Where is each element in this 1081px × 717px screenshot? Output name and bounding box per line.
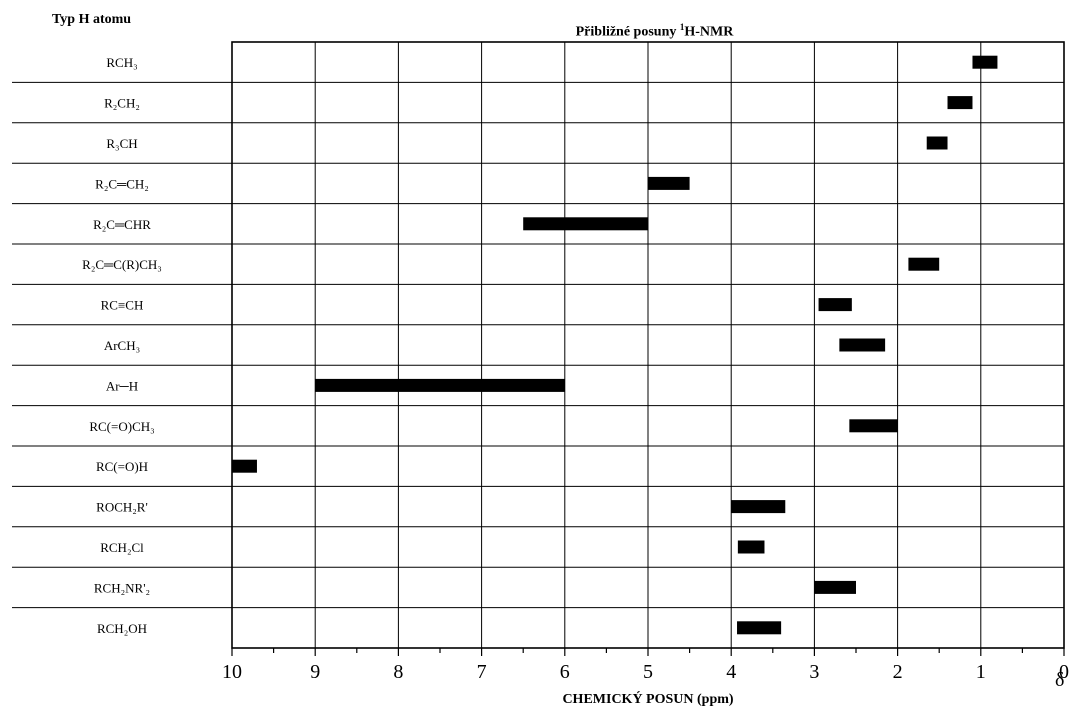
range-bar — [814, 580, 856, 594]
x-tick-label: 9 — [310, 661, 320, 683]
range-bar — [818, 298, 852, 312]
row-label: Ar─H — [106, 378, 138, 393]
x-tick-label: 7 — [477, 661, 487, 683]
x-tick-label: 6 — [560, 661, 570, 683]
row-label: RCH₂NR'₂ — [94, 580, 150, 595]
row-label: RC(=O)CH₃ — [89, 419, 154, 434]
range-bar — [849, 419, 898, 433]
row-label: R₃CH — [106, 136, 137, 151]
range-bar — [947, 96, 973, 110]
row-header: Typ H atomu — [52, 12, 132, 27]
x-axis-label: CHEMICKÝ POSUN (ppm) — [562, 692, 734, 707]
row-label: RCH₂Cl — [100, 540, 144, 555]
range-bar — [908, 257, 940, 271]
row-label: RC(=O)H — [96, 459, 148, 474]
x-tick-label: 8 — [393, 661, 403, 683]
row-label: R₂C═CH₂ — [95, 176, 149, 191]
row-label: RCH₂OH — [97, 621, 147, 636]
chart-title-suffix: H-NMR — [684, 24, 734, 40]
chart-title-superscript: 1 — [679, 22, 685, 32]
row-label: ROCH₂R' — [96, 500, 148, 515]
x-tick-label: 5 — [643, 661, 653, 683]
range-bar — [523, 217, 648, 231]
range-bar — [972, 55, 998, 69]
range-bar — [737, 540, 765, 554]
range-bar — [232, 459, 257, 473]
x-tick-label: 1 — [976, 661, 986, 683]
row-label: RCH₃ — [106, 55, 137, 70]
row-label: ArCH₃ — [104, 338, 140, 353]
x-tick-label: 2 — [893, 661, 903, 683]
range-bar — [839, 338, 886, 352]
x-tick-label: 0 — [1059, 661, 1069, 683]
x-tick-label: 4 — [726, 661, 736, 683]
delta-symbol: δ — [1055, 669, 1065, 691]
range-bar — [731, 500, 786, 514]
row-label: RC≡CH — [101, 298, 144, 313]
row-label: R₂CH₂ — [104, 96, 140, 111]
row-label: R₂C═C(R)CH₃ — [82, 257, 162, 272]
chart-title-prefix: Přibližné posuny — [575, 24, 680, 40]
row-label: R₂C═CHR — [93, 217, 151, 232]
range-bar — [648, 176, 690, 190]
range-bar — [315, 378, 565, 392]
x-tick-label: 3 — [809, 661, 819, 683]
range-bar — [737, 621, 782, 635]
x-tick-label: 10 — [222, 661, 242, 683]
chart-title: Přibližné posuny 1H-NMR — [0, 22, 1081, 41]
range-bar — [926, 136, 948, 150]
